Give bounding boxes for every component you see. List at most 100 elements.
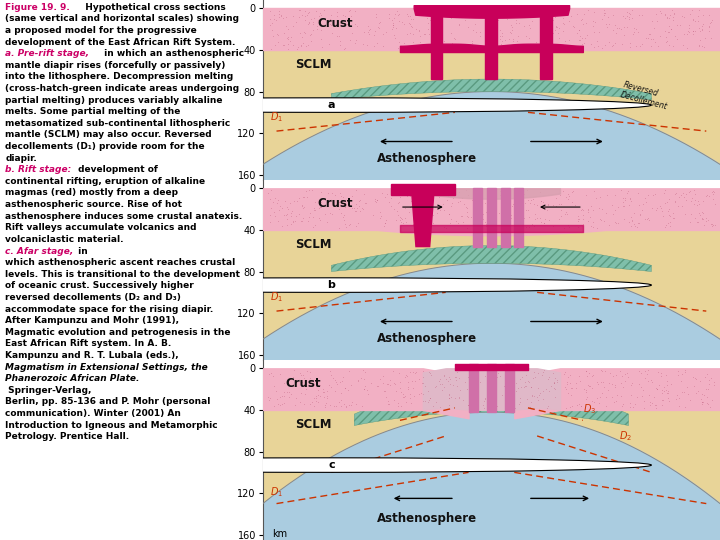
Point — [421, 191, 433, 199]
Point — [280, 12, 292, 21]
Point — [577, 19, 588, 28]
Point — [510, 387, 522, 395]
Point — [279, 28, 290, 37]
Point — [616, 402, 628, 410]
Point — [487, 37, 498, 46]
Point — [361, 386, 372, 394]
Point — [500, 219, 511, 227]
Point — [342, 386, 354, 395]
Point — [517, 210, 528, 218]
Text: development of: development of — [75, 165, 158, 174]
Point — [684, 396, 696, 404]
Text: Petrology. Prentice Hall.: Petrology. Prentice Hall. — [5, 432, 130, 441]
Point — [495, 32, 506, 40]
Point — [524, 24, 536, 32]
Point — [523, 378, 535, 387]
Point — [520, 222, 531, 231]
Point — [624, 402, 636, 411]
Point — [534, 187, 546, 196]
Point — [594, 192, 606, 201]
Point — [599, 40, 611, 49]
Point — [644, 30, 655, 38]
Point — [687, 373, 698, 381]
Point — [662, 389, 673, 397]
Point — [505, 21, 516, 30]
Text: Asthenosphere: Asthenosphere — [377, 152, 477, 165]
Point — [467, 390, 479, 399]
Point — [696, 22, 708, 30]
Point — [584, 381, 595, 390]
Point — [302, 216, 314, 225]
Point — [549, 392, 561, 401]
Point — [415, 37, 426, 46]
Point — [483, 29, 495, 38]
Point — [553, 200, 564, 208]
Point — [328, 373, 339, 382]
Point — [435, 203, 446, 212]
Point — [640, 198, 652, 206]
Point — [288, 366, 300, 374]
Point — [552, 378, 563, 387]
Point — [428, 25, 439, 33]
Point — [419, 209, 431, 218]
Point — [508, 199, 519, 208]
Point — [539, 44, 550, 52]
Point — [519, 199, 531, 208]
Point — [299, 400, 310, 408]
Point — [649, 190, 661, 199]
Point — [539, 32, 551, 41]
Point — [706, 16, 718, 24]
Polygon shape — [540, 8, 552, 79]
Point — [400, 373, 411, 382]
Point — [559, 210, 571, 219]
Point — [271, 394, 283, 403]
Point — [315, 11, 327, 19]
Point — [449, 373, 461, 382]
Text: development of the East African Rift System.: development of the East African Rift Sys… — [5, 37, 235, 46]
Point — [474, 31, 485, 40]
Point — [474, 200, 485, 208]
Point — [602, 386, 613, 394]
Text: continental rifting, eruption of alkaline: continental rifting, eruption of alkalin… — [5, 177, 205, 186]
Text: Rift valleys accumulate volcanics and: Rift valleys accumulate volcanics and — [5, 223, 197, 232]
Point — [689, 17, 701, 25]
Point — [499, 36, 510, 44]
Point — [414, 31, 426, 40]
Point — [265, 185, 276, 194]
Point — [487, 387, 499, 396]
Point — [662, 206, 673, 215]
Point — [699, 34, 711, 43]
Point — [425, 185, 436, 194]
Point — [623, 15, 634, 23]
Point — [708, 195, 719, 204]
Point — [462, 400, 474, 409]
Point — [459, 16, 471, 24]
Point — [299, 29, 310, 37]
Point — [522, 377, 534, 386]
Point — [588, 8, 600, 17]
Point — [698, 221, 709, 230]
Point — [709, 199, 720, 208]
Point — [677, 369, 688, 378]
Point — [296, 217, 307, 225]
Point — [467, 377, 478, 386]
Point — [434, 206, 446, 214]
Point — [541, 403, 553, 412]
Point — [368, 31, 379, 39]
Point — [565, 12, 577, 21]
Point — [649, 401, 660, 410]
Point — [516, 12, 528, 21]
Point — [459, 10, 470, 19]
Point — [304, 30, 315, 39]
Polygon shape — [411, 188, 434, 247]
Point — [692, 218, 703, 226]
Point — [462, 213, 474, 221]
Point — [447, 194, 459, 202]
Point — [338, 45, 349, 53]
Point — [423, 29, 434, 38]
Point — [379, 219, 391, 227]
Point — [660, 220, 672, 229]
Point — [423, 396, 435, 404]
Point — [449, 34, 461, 43]
Point — [392, 207, 403, 216]
